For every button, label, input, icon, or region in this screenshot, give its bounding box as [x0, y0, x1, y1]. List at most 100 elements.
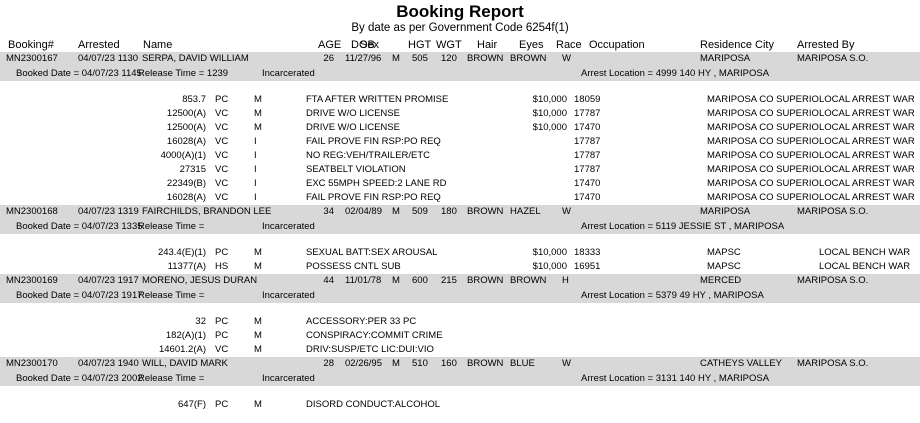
record-arrested-by: MARIPOSA S.O.: [797, 206, 869, 217]
record-arrested-by: MARIPOSA S.O.: [797, 53, 869, 64]
record-wgt: 180: [441, 206, 457, 217]
charge-number: 18059: [574, 94, 601, 105]
charge-code: 16028(A): [166, 192, 206, 203]
record-hair: BROWN: [467, 206, 504, 217]
charge-type: HS: [215, 261, 229, 272]
record-sex: M: [392, 206, 400, 217]
charge-type: PC: [215, 399, 229, 410]
record-booking: MN2300167: [6, 53, 58, 64]
record-booking: MN2300170: [6, 358, 58, 369]
release-time: Release Time =: [138, 290, 205, 301]
record-booking: MN2300168: [6, 206, 58, 217]
charge-warrant: LOCAL BENCH WAR: [819, 261, 911, 272]
record-hair: BROWN: [467, 358, 504, 369]
record-wgt: 120: [441, 53, 457, 64]
booked-date: Booked Date = 04/07/23 1145: [16, 68, 142, 79]
record-band: [0, 52, 920, 81]
charge-code: 32: [195, 316, 206, 327]
release-time: Release Time =: [138, 221, 205, 232]
booked-date: Booked Date = 04/07/23 1335: [16, 221, 143, 232]
column-header: Booking#: [8, 39, 54, 51]
charge-type: PC: [215, 94, 229, 105]
charge-number: 17470: [574, 122, 601, 133]
record-hgt: 510: [412, 358, 428, 369]
charge-type: VC: [215, 192, 229, 203]
charge-level: I: [254, 178, 257, 189]
column-header: Eyes: [519, 39, 544, 51]
record-residence: MERCED: [700, 275, 742, 286]
charge-number: 16951: [574, 261, 601, 272]
charge-bail: $10,000: [532, 94, 567, 105]
column-header: WGT: [436, 39, 462, 51]
charge-warrant: LOCAL ARREST WAR: [819, 192, 915, 203]
charge-type: VC: [215, 150, 229, 161]
release-time: Release Time =: [138, 373, 205, 384]
report-subtitle: By date as per Government Code 6254f(1): [351, 22, 569, 34]
charge-warrant: LOCAL ARREST WAR: [819, 108, 915, 119]
column-header: Residence City: [700, 39, 774, 51]
booked-date: Booked Date = 04/07/23 2002: [16, 373, 143, 384]
status: Incarcerated: [262, 290, 315, 301]
charge-desc: DRIVE W/O LICENSE: [306, 108, 400, 119]
charge-level: I: [254, 164, 257, 175]
record-booking: MN2300169: [6, 275, 58, 286]
charge-desc: SEATBELT VIOLATION: [306, 164, 406, 175]
charge-warrant: LOCAL ARREST WAR: [819, 136, 915, 147]
charge-warrant: LOCAL BENCH WAR: [819, 247, 911, 258]
charge-code: 182(A)(1): [165, 330, 206, 341]
charge-court: MARIPOSA CO SUPERIO: [707, 178, 819, 189]
charge-warrant: LOCAL ARREST WAR: [819, 164, 915, 175]
charge-level: M: [254, 261, 262, 272]
column-header: DOB: [351, 39, 375, 51]
charge-code: 12500(A): [166, 122, 206, 133]
charge-desc: NO REG:VEH/TRAILER/ETC: [306, 150, 431, 161]
charge-level: M: [254, 122, 262, 133]
record-name: SERPA, DAVID WILLIAM: [142, 53, 249, 64]
record-hair: BROWN: [467, 53, 504, 64]
record-arrested: 04/07/23 1130: [78, 53, 139, 64]
arrest-location: Arrest Location = 5119 JESSIE ST , MARIP…: [581, 221, 785, 232]
charge-court: MARIPOSA CO SUPERIO: [707, 108, 819, 119]
charge-code: 853.7: [182, 94, 206, 105]
column-header: Arrested: [78, 39, 120, 51]
charge-desc: SEXUAL BATT:SEX AROUSAL: [306, 247, 438, 258]
record-arrested-by: MARIPOSA S.O.: [797, 358, 869, 369]
column-header: AGE: [318, 39, 342, 51]
record-age: 44: [323, 275, 334, 286]
charge-type: VC: [215, 178, 229, 189]
charge-number: 17787: [574, 108, 601, 119]
record-eyes: BROWN: [510, 275, 547, 286]
charge-code: 647(F): [178, 399, 206, 410]
charge-number: 17470: [574, 178, 601, 189]
charge-court: MARIPOSA CO SUPERIO: [707, 136, 819, 147]
charge-desc: FTA AFTER WRITTEN PROMISE: [306, 94, 449, 105]
record-band: [0, 357, 920, 386]
column-header: Sex: [360, 39, 379, 51]
column-header: Race: [556, 39, 582, 51]
charge-code: 22349(B): [166, 178, 206, 189]
charge-court: MAPSC: [707, 261, 741, 272]
record-eyes: BROWN: [510, 53, 547, 64]
charge-desc: DISORD CONDUCT:ALCOHOL: [306, 399, 441, 410]
charge-type: VC: [215, 136, 229, 147]
charge-desc: ACCESSORY:PER 33 PC: [306, 316, 417, 327]
record-hgt: 505: [412, 53, 428, 64]
charge-warrant: LOCAL ARREST WAR: [819, 94, 915, 105]
charge-level: M: [254, 344, 262, 355]
column-header: Hair: [477, 39, 498, 51]
record-race: W: [562, 53, 571, 64]
status: Incarcerated: [262, 373, 315, 384]
status: Incarcerated: [262, 68, 315, 79]
column-header: Occupation: [589, 39, 645, 51]
charge-number: 17787: [574, 150, 601, 161]
record-residence: CATHEYS VALLEY: [700, 358, 783, 369]
charge-type: VC: [215, 164, 229, 175]
charge-court: MARIPOSA CO SUPERIO: [707, 192, 819, 203]
arrest-location: Arrest Location = 4999 140 HY , MARIPOSA: [581, 68, 770, 79]
record-hgt: 600: [412, 275, 428, 286]
charge-level: M: [254, 316, 262, 327]
arrest-location: Arrest Location = 3131 140 HY , MARIPOSA: [581, 373, 770, 384]
record-sex: M: [392, 53, 400, 64]
charge-type: PC: [215, 316, 229, 327]
charge-level: M: [254, 330, 262, 341]
